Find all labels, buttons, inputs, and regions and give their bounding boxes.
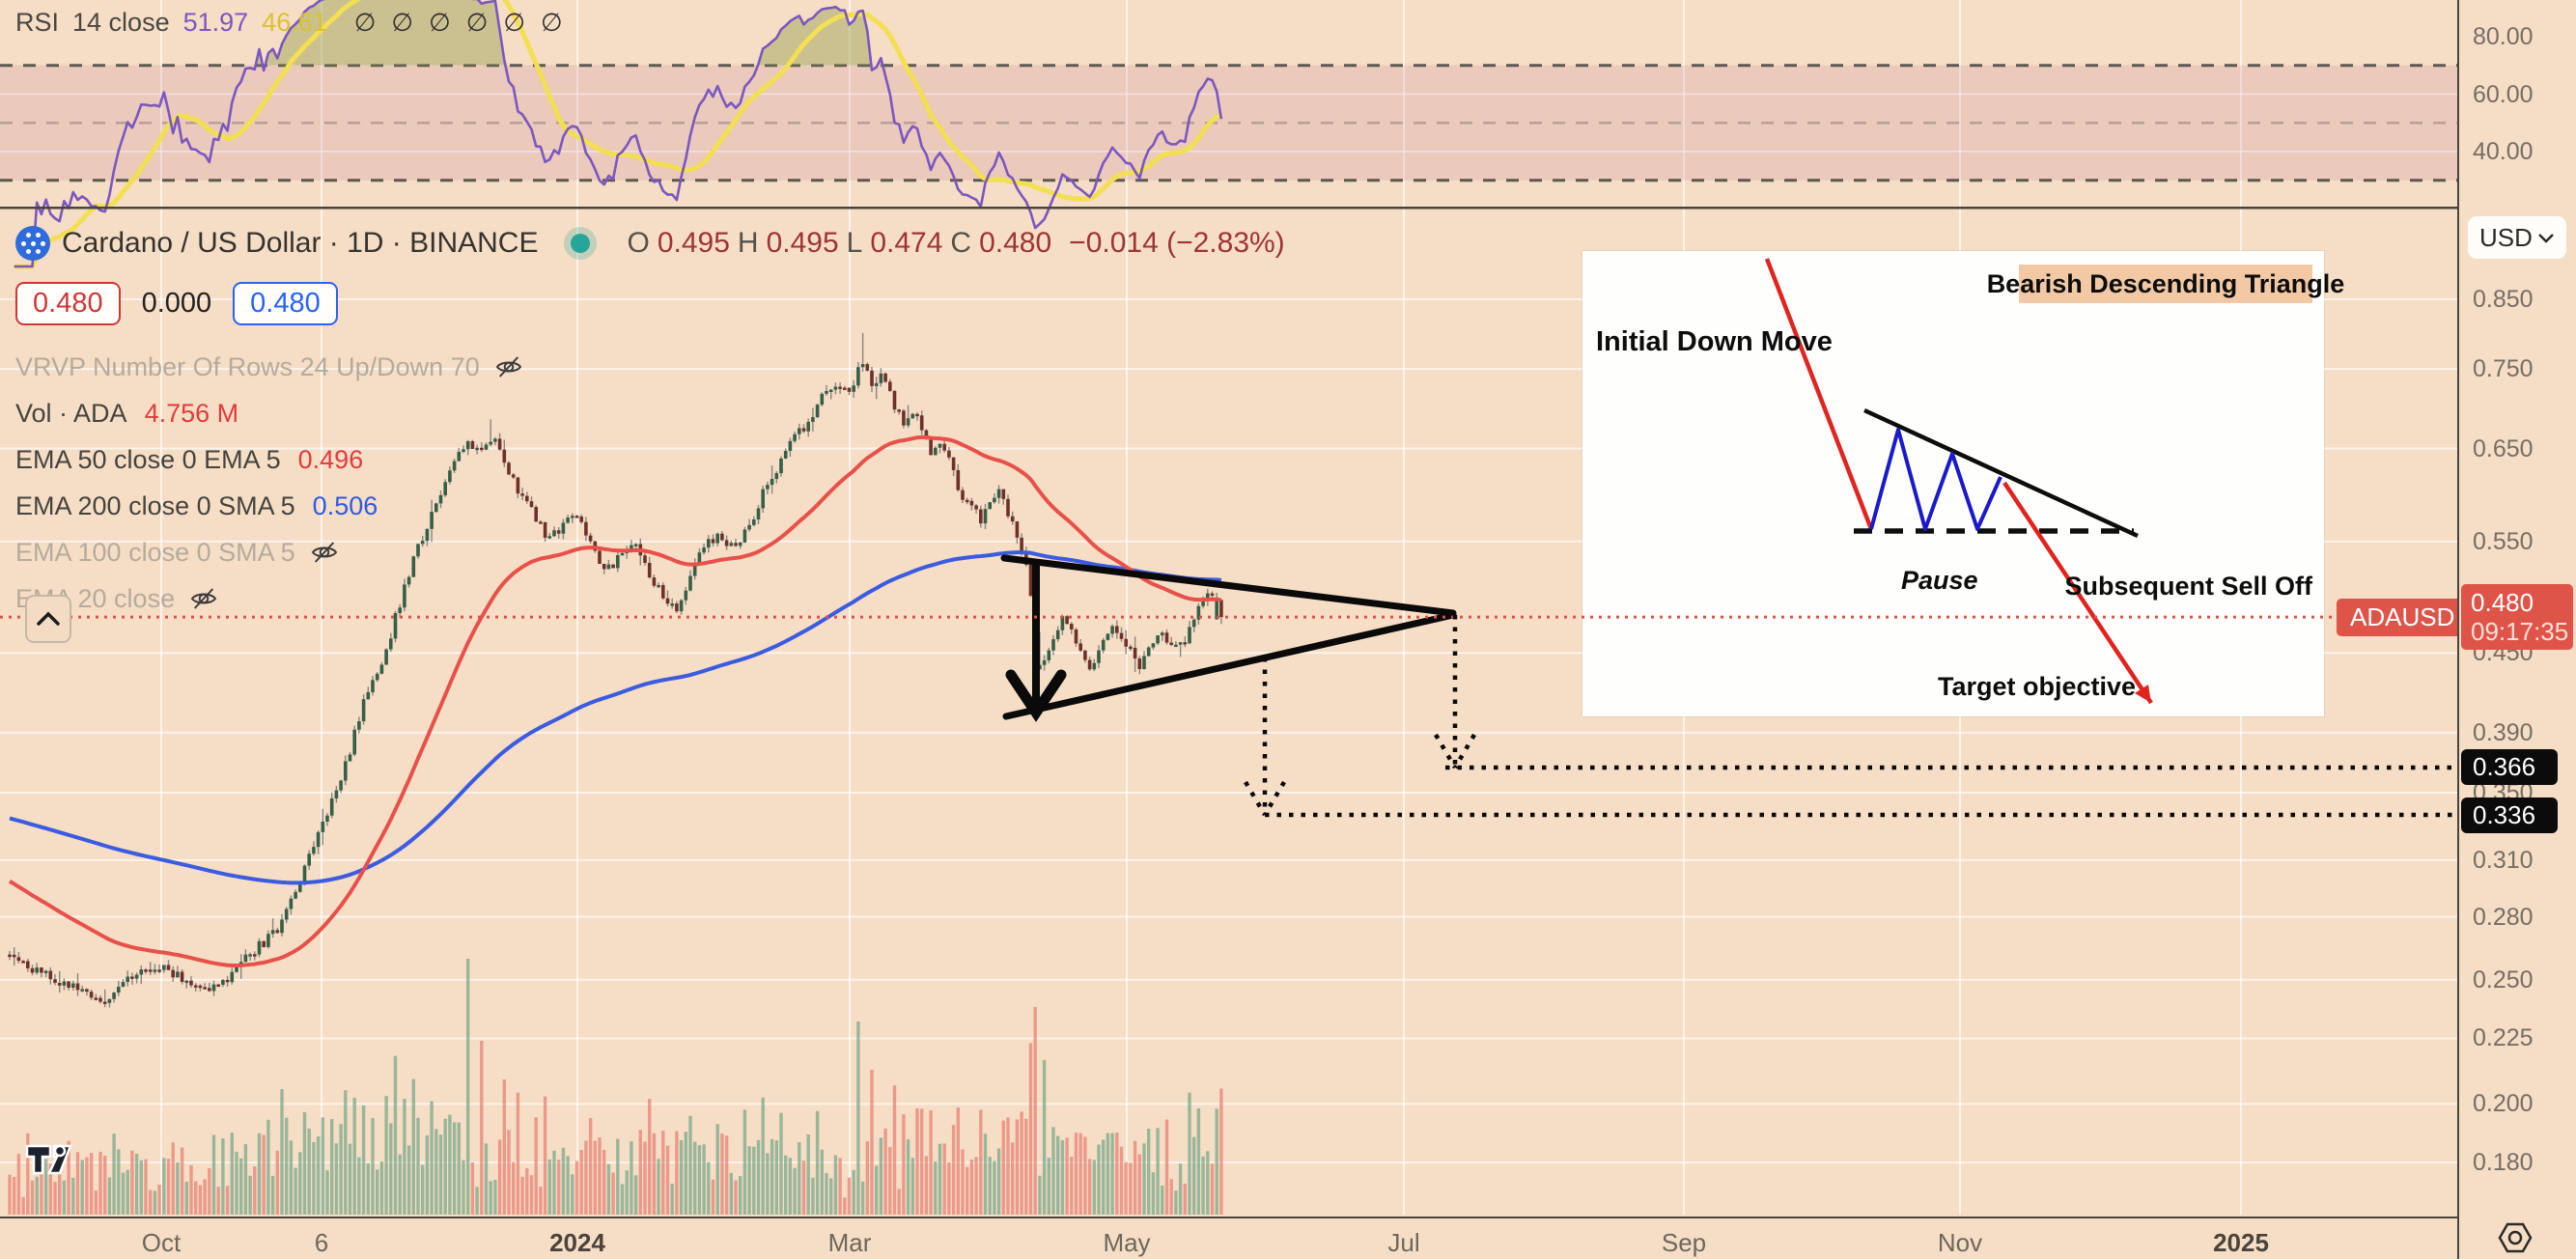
spread-value: 0.000 — [141, 287, 212, 319]
price-tick-label: 0.310 — [2473, 846, 2534, 874]
close-value: 0.480 — [979, 227, 1052, 259]
last-price-label: 0.480 09:17:35 — [2461, 584, 2573, 651]
rsi-scale-label: 40.00 — [2473, 138, 2534, 165]
empty-set-icon: ∅ — [353, 8, 377, 37]
currency-value: USD — [2479, 222, 2533, 252]
low-key: L — [846, 227, 863, 259]
eye-off-icon[interactable] — [188, 583, 219, 614]
legend-row-ema100[interactable]: EMA 100 close 0 SMA 5 — [15, 529, 1285, 575]
symbol-title: Cardano / US Dollar · 1D · BINANCE — [62, 227, 539, 259]
eye-off-icon[interactable] — [309, 537, 340, 568]
symbol-price-tag: ADAUSD — [2337, 599, 2469, 637]
scale-settings-gear-icon[interactable] — [2498, 1222, 2533, 1253]
target-level-label: 0.336 — [2461, 797, 2558, 833]
market-status-icon — [571, 234, 591, 253]
inset-label-target-objective: Target objective — [1938, 672, 2137, 701]
time-axis-label: Sep — [1661, 1228, 1707, 1257]
rsi-ma-value: 46.61 — [262, 8, 327, 37]
legend-row-volume[interactable]: Vol · ADA 4.756 M — [15, 390, 1285, 436]
time-axis-label: 2024 — [549, 1228, 605, 1257]
price-input-row: 0.480 0.000 0.480 — [15, 280, 1285, 326]
price-tick-label: 0.225 — [2473, 1024, 2534, 1052]
price-tick-label: 0.180 — [2473, 1149, 2534, 1176]
indicator-label: Vol · ADA — [15, 398, 127, 428]
limit-price-box[interactable]: 0.480 — [233, 281, 338, 325]
eye-off-icon[interactable] — [493, 351, 524, 382]
time-axis-label: Nov — [1937, 1228, 1983, 1257]
indicator-label: EMA 100 close 0 SMA 5 — [15, 537, 295, 567]
time-axis-label: Oct — [141, 1228, 182, 1257]
inset-label-pause: Pause — [1901, 566, 1978, 595]
open-value: 0.495 — [657, 227, 730, 259]
legend-row-ema50[interactable]: EMA 50 close 0 EMA 5 0.496 — [15, 436, 1285, 483]
legend-row-ema200[interactable]: EMA 200 close 0 SMA 5 0.506 — [15, 483, 1285, 529]
rsi-legend-row[interactable]: RSI 14 close 51.97 46.61 ∅ ∅ ∅ ∅ ∅ ∅ — [15, 8, 563, 38]
inset-label-initial-down-move: Initial Down Move — [1596, 326, 1833, 357]
rsi-title: RSI — [15, 8, 60, 37]
indicator-value: 4.756 M — [144, 398, 239, 428]
low-value: 0.474 — [870, 227, 943, 259]
time-axis-label: May — [1103, 1228, 1151, 1257]
target-level-label: 0.366 — [2461, 749, 2558, 786]
time-axis-label: Jul — [1387, 1228, 1420, 1257]
price-tick-label: 0.280 — [2473, 903, 2534, 931]
high-value: 0.495 — [766, 227, 839, 259]
empty-set-icon: ∅ — [503, 8, 526, 37]
time-axis-label: Mar — [827, 1228, 872, 1257]
countdown-timer: 09:17:35 — [2471, 617, 2569, 647]
price-tick-label: 0.650 — [2473, 434, 2534, 462]
rsi-scale-label: 60.00 — [2473, 80, 2534, 108]
empty-set-icon: ∅ — [541, 8, 563, 37]
price-tick-label: 0.250 — [2473, 965, 2534, 993]
high-key: H — [737, 227, 759, 259]
price-tick-label: 0.390 — [2473, 718, 2534, 746]
empty-set-icon: ∅ — [429, 8, 451, 37]
indicator-label: VRVP Number Of Rows 24 Up/Down 70 — [15, 351, 480, 381]
legend-row-ema20[interactable]: EMA 20 close — [15, 575, 1285, 622]
indicator-value: 0.496 — [297, 444, 364, 474]
stop-price-box[interactable]: 0.480 — [15, 281, 121, 325]
chevron-up-button[interactable] — [25, 595, 71, 644]
cardano-logo-icon — [15, 226, 50, 261]
symbol-title-row[interactable]: Cardano / US Dollar · 1D · BINANCE O 0.49… — [15, 222, 1285, 265]
time-axis[interactable]: Oct 6 2024 Mar May Jul Sep Nov 2025 — [0, 1217, 2457, 1259]
pattern-inset-drawing — [1764, 258, 2153, 705]
chevron-down-icon — [2538, 234, 2554, 243]
empty-set-icon: ∅ — [465, 8, 489, 37]
price-tick-label: 0.550 — [2473, 527, 2534, 555]
time-axis-label: 6 — [314, 1228, 329, 1257]
tradingview-logo-icon[interactable] — [25, 1141, 75, 1178]
indicator-legend-rows: VRVP Number Of Rows 24 Up/Down 70 Vol · A… — [15, 344, 1285, 622]
open-key: O — [627, 227, 650, 259]
inset-label-subsequent-sell-off: Subsequent Sell Off — [2064, 572, 2312, 601]
empty-set-icon: ∅ — [391, 8, 414, 37]
inset-title-badge: Bearish Descending Triangle — [1987, 265, 2344, 303]
rsi-params: 14 close — [72, 8, 170, 37]
last-price-value: 0.480 — [2471, 588, 2534, 618]
price-tick-label: 0.850 — [2473, 286, 2534, 313]
rsi-value: 51.97 — [182, 8, 249, 37]
pattern-inset-image: Bearish Descending Triangle Initial Down… — [1582, 251, 2344, 716]
close-key: C — [950, 227, 972, 259]
legend-row-vrvp[interactable]: VRVP Number Of Rows 24 Up/Down 70 — [15, 344, 1285, 390]
rsi-empty-slot-icons: ∅ ∅ ∅ ∅ ∅ ∅ — [354, 8, 563, 38]
price-tick-label: 0.200 — [2473, 1090, 2534, 1118]
indicator-label: EMA 50 close 0 EMA 5 — [15, 444, 281, 474]
change-value: −0.014 (−2.83%) — [1069, 227, 1285, 259]
ohlc-values: O 0.495 H 0.495 L 0.474 C 0.480 — [627, 227, 1051, 260]
indicator-label: EMA 200 close 0 SMA 5 — [15, 490, 295, 520]
indicator-value: 0.506 — [312, 490, 378, 520]
price-tick-label: 0.750 — [2473, 355, 2534, 383]
main-legend: Cardano / US Dollar · 1D · BINANCE O 0.49… — [15, 222, 1285, 622]
rsi-scale-label: 80.00 — [2473, 23, 2534, 50]
time-axis-label: 2025 — [2213, 1228, 2269, 1257]
price-scale[interactable]: USD 80.00 60.00 40.00 0.850 0.750 0.650 0.550… — [2457, 0, 2576, 1259]
currency-dropdown[interactable]: USD — [2468, 216, 2566, 259]
